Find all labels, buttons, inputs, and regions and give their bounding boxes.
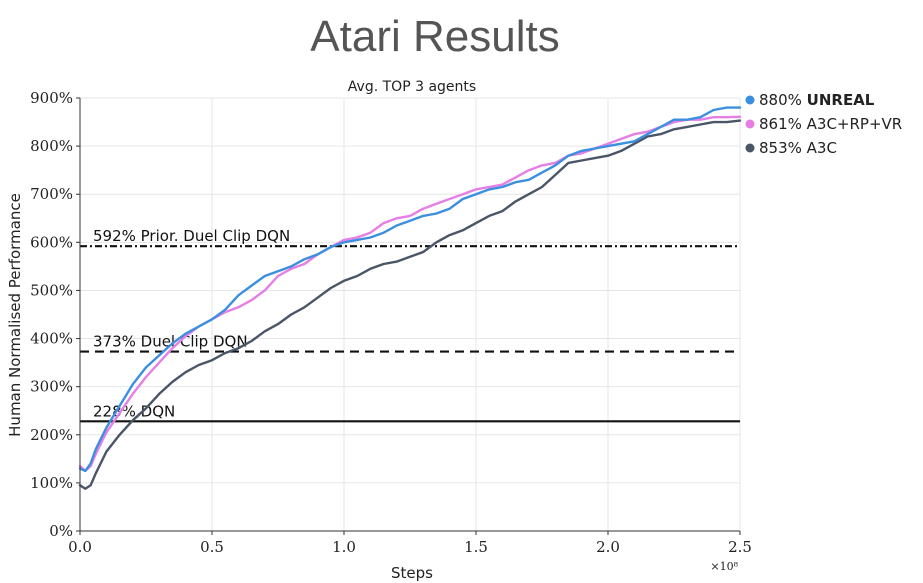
y-tick-label: 900%: [30, 89, 73, 107]
legend-marker: [745, 95, 755, 105]
x-tick-label: 0.0: [68, 538, 92, 556]
axes: 0% 100% 200% 300% 400% 500% 600% 700% 800% 900% 0.…: [30, 89, 752, 556]
y-tick-label: 700%: [30, 185, 73, 203]
x-tick-label: 0.5: [200, 538, 224, 556]
y-tick-label: 400%: [30, 330, 73, 348]
y-tick-label: 800%: [30, 137, 73, 155]
x-axis-multiplier: ×10⁸: [710, 560, 738, 573]
x-axis-label: Steps: [391, 564, 433, 582]
y-tick-label: 500%: [30, 281, 73, 299]
grid-lines: [79, 97, 741, 532]
legend-entry: 861% A3C+RP+VR: [759, 115, 902, 133]
legend-value: 880%: [759, 91, 807, 109]
series-line: [78, 115, 742, 473]
legend-series-name: A3C+RP+VR: [807, 115, 903, 133]
x-tick-label: 1.0: [332, 538, 356, 556]
y-tick-label: 600%: [30, 233, 73, 251]
series-line: [78, 119, 742, 490]
y-tick-label: 100%: [30, 474, 73, 492]
legend-marker: [745, 119, 755, 129]
legend-entry: 853% A3C: [759, 139, 837, 157]
chart-subtitle: Avg. TOP 3 agents: [348, 79, 476, 95]
y-axis-label: Human Normalised Performance: [6, 193, 24, 437]
y-tick-label: 300%: [30, 378, 73, 396]
series-lines: [78, 106, 742, 490]
legend-entry: 880% UNREAL: [759, 91, 875, 109]
slide-title: Atari Results: [310, 12, 560, 61]
reference-line-label: 373% Duel Clip DQN: [93, 333, 248, 351]
legend-series-name: UNREAL: [807, 91, 875, 109]
legend-marker: [745, 143, 755, 153]
reference-line-label: 592% Prior. Duel Clip DQN: [93, 227, 290, 245]
legend-value: 853%: [759, 139, 807, 157]
x-tick-label: 1.5: [464, 538, 488, 556]
series-line: [78, 106, 742, 473]
legend-value: 861%: [759, 115, 807, 133]
legend-series-name: A3C: [807, 139, 837, 157]
y-tick-label: 0%: [49, 522, 73, 540]
y-tick-label: 200%: [30, 426, 73, 444]
x-tick-label: 2.5: [728, 538, 752, 556]
x-tick-label: 2.0: [596, 538, 620, 556]
